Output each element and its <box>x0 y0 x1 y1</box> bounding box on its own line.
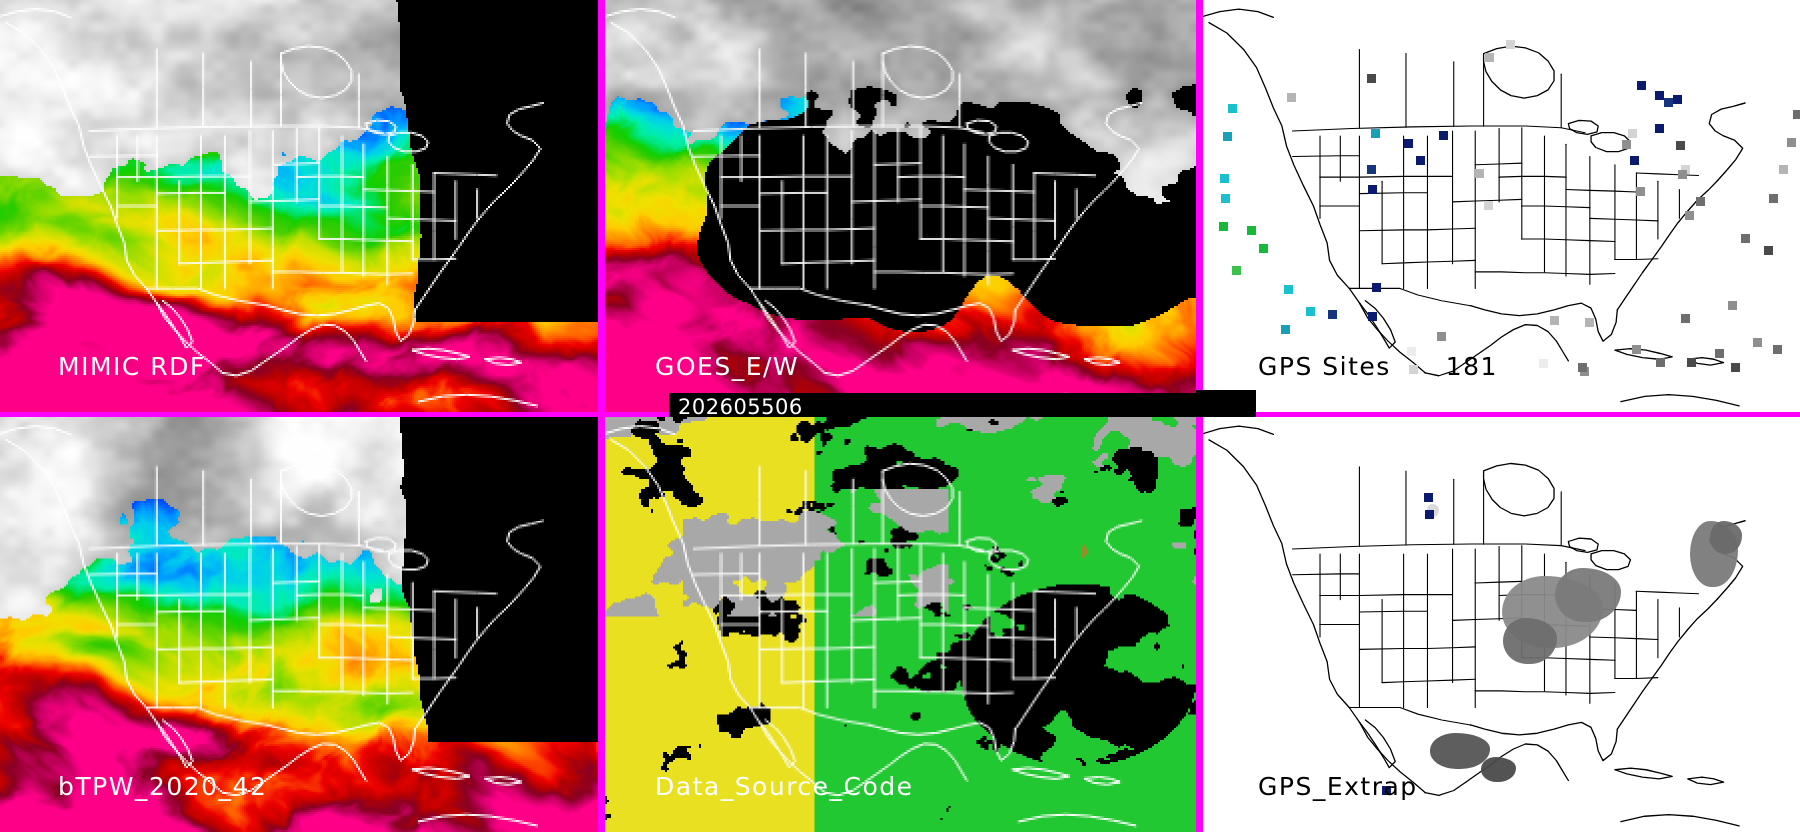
gps-extrap-marker[interactable] <box>1382 786 1392 796</box>
gps-site-marker[interactable] <box>1673 94 1683 104</box>
gps-extrap-region <box>1555 568 1621 623</box>
gps-site-marker[interactable] <box>1680 313 1690 323</box>
gps-site-marker[interactable] <box>1773 345 1783 355</box>
gps-site-marker[interactable] <box>1764 246 1774 256</box>
gps-site-marker[interactable] <box>1506 40 1516 50</box>
gps-site-marker[interactable] <box>1695 196 1705 206</box>
gps-site-marker[interactable] <box>1779 164 1789 174</box>
gps-site-marker[interactable] <box>1685 210 1695 220</box>
panel-goes-ew[interactable] <box>605 0 1196 412</box>
gps-site-marker[interactable] <box>1286 92 1296 102</box>
gps-site-marker[interactable] <box>1654 91 1664 101</box>
gps-site-marker[interactable] <box>1663 98 1673 108</box>
gps-site-marker[interactable] <box>1731 363 1741 373</box>
gps-site-marker[interactable] <box>1484 52 1494 62</box>
gps-site-marker[interactable] <box>1680 164 1690 174</box>
gps-site-marker[interactable] <box>1715 349 1725 359</box>
panel-btpw[interactable] <box>0 417 598 832</box>
btpw-raster <box>0 417 598 832</box>
gps-site-marker[interactable] <box>1655 358 1665 368</box>
gps-sites-basemap <box>1203 0 1800 412</box>
mimic-rdf-tpw-raster <box>0 0 598 412</box>
gps-site-marker[interactable] <box>1635 187 1645 197</box>
gps-site-marker[interactable] <box>1368 185 1378 195</box>
gps-site-marker[interactable] <box>1631 345 1641 355</box>
gps-site-marker[interactable] <box>1223 131 1233 141</box>
gps-site-marker[interactable] <box>1367 312 1377 322</box>
gps-site-marker[interactable] <box>1246 225 1256 235</box>
gps-site-marker[interactable] <box>1628 128 1638 138</box>
gps-site-marker[interactable] <box>1577 362 1587 372</box>
timestamp-bar-extension <box>1196 390 1256 417</box>
gps-site-marker[interactable] <box>1259 243 1269 253</box>
gps-site-marker[interactable] <box>1305 306 1315 316</box>
gps-site-marker[interactable] <box>1284 285 1294 295</box>
gps-site-marker[interactable] <box>1622 140 1632 150</box>
panel-data-source-code[interactable] <box>605 417 1196 832</box>
gps-site-marker[interactable] <box>1228 104 1238 114</box>
gps-site-marker[interactable] <box>1686 357 1696 367</box>
gps-site-marker[interactable] <box>1538 359 1548 369</box>
gps-site-marker[interactable] <box>1728 300 1738 310</box>
goes-ew-tpw-raster <box>605 0 1196 412</box>
gps-extrap-region <box>1429 733 1490 769</box>
gps-site-marker[interactable] <box>1371 283 1381 293</box>
gps-site-marker[interactable] <box>1741 234 1751 244</box>
gps-site-marker[interactable] <box>1585 318 1595 328</box>
gps-site-marker[interactable] <box>1654 123 1664 133</box>
gps-extrap-region <box>1709 520 1743 554</box>
gps-site-marker[interactable] <box>1231 265 1241 275</box>
gps-site-marker[interactable] <box>1474 168 1484 178</box>
panel-mimic-rdf[interactable] <box>0 0 598 412</box>
gps-extrap-marker-layer <box>1203 417 1800 832</box>
gps-extrap-region <box>1503 618 1557 664</box>
gps-site-marker[interactable] <box>1328 309 1338 319</box>
timestamp-value: 202605506 <box>678 395 803 419</box>
gps-site-marker[interactable] <box>1366 74 1376 84</box>
gps-site-marker[interactable] <box>1416 155 1426 165</box>
gps-site-marker[interactable] <box>1677 170 1687 180</box>
panel-gps-extrap[interactable] <box>1203 417 1800 832</box>
gps-site-marker[interactable] <box>1407 347 1417 357</box>
gps-extrap-region <box>1427 504 1440 517</box>
gps-extrap-marker[interactable] <box>1423 492 1433 502</box>
gps-site-marker[interactable] <box>1437 331 1447 341</box>
gps-site-marker[interactable] <box>1220 194 1230 204</box>
gps-site-marker[interactable] <box>1218 222 1228 232</box>
gps-site-marker[interactable] <box>1676 140 1686 150</box>
gps-site-marker[interactable] <box>1438 130 1448 140</box>
gps-site-marker[interactable] <box>1220 174 1230 184</box>
gps-extrap-region <box>1480 757 1517 783</box>
gps-site-marker[interactable] <box>1629 155 1639 165</box>
gps-site-marker[interactable] <box>1403 138 1413 148</box>
gps-site-marker[interactable] <box>1792 110 1800 120</box>
gps-site-marker[interactable] <box>1786 138 1796 148</box>
data-source-code-raster <box>605 417 1196 832</box>
gps-site-marker[interactable] <box>1371 128 1381 138</box>
gps-extrap-blob-layer <box>1203 417 1800 832</box>
gps-site-marker[interactable] <box>1768 193 1778 203</box>
gps-extrap-marker[interactable] <box>1425 510 1435 520</box>
gps-site-marker[interactable] <box>1408 364 1418 374</box>
timestamp-bar <box>669 393 1254 417</box>
gps-site-marker[interactable] <box>1280 324 1290 334</box>
gps-site-marker[interactable] <box>1483 201 1493 211</box>
gps-site-marker[interactable] <box>1637 81 1647 91</box>
gps-site-marker[interactable] <box>1753 337 1763 347</box>
gps-site-marker[interactable] <box>1367 164 1377 174</box>
panel-gps-sites[interactable] <box>1203 0 1800 412</box>
gps-site-marker-layer <box>1203 0 1800 412</box>
gps-site-marker[interactable] <box>1550 316 1560 326</box>
